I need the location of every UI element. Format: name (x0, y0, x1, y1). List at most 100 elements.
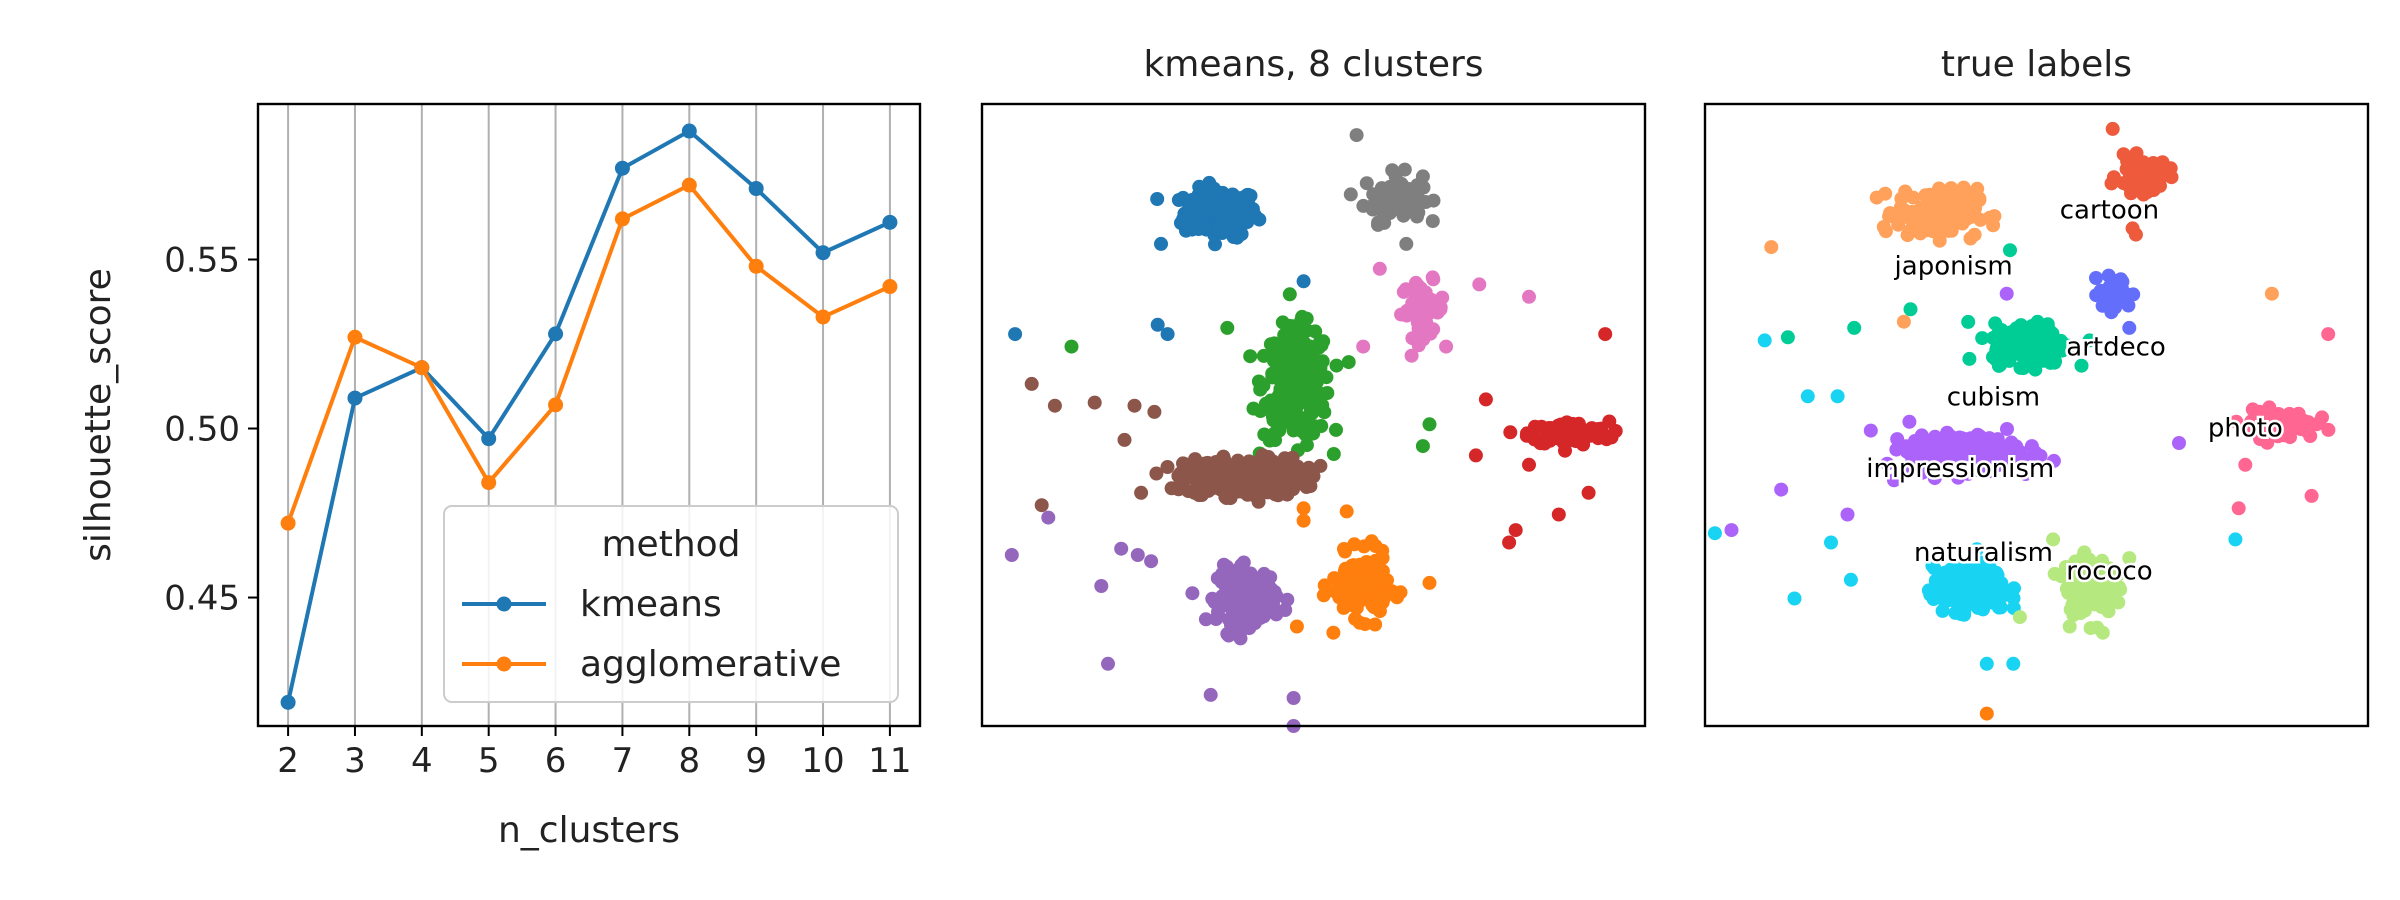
data-point (280, 694, 296, 710)
scatter-point (1707, 526, 1722, 541)
scatter-point (1233, 581, 1247, 596)
scatter-point (1160, 460, 1175, 474)
scatter-point (1240, 487, 1255, 502)
scatter-point (1757, 333, 1772, 348)
series-line-kmeans (286, 128, 891, 703)
scatter-point (1296, 513, 1311, 528)
scatter-point (1980, 454, 1995, 469)
scatter-point (1410, 186, 1425, 201)
scatter-point (1887, 473, 1901, 488)
scatter-point (1415, 439, 1430, 454)
scatter-point (1311, 367, 1326, 382)
scatter-point (1346, 585, 1361, 600)
scatter-point (1291, 362, 1306, 377)
scatter-point (1398, 306, 1413, 321)
panel-title: true labels (1941, 44, 2132, 85)
scatter-point (1941, 185, 1956, 200)
scatter-point (1558, 443, 1572, 458)
scatter-point (2120, 154, 2135, 169)
scatter-point (1348, 559, 1363, 573)
scatter-point (1958, 189, 1973, 204)
scatter-point (1962, 351, 1977, 366)
scatter-point (1414, 318, 1429, 332)
scatter-point (1281, 454, 1296, 469)
scatter-point (1230, 230, 1245, 245)
scatter-point (1134, 485, 1149, 500)
scatter-point (1296, 501, 1311, 516)
scatter-point (1269, 607, 1284, 622)
scatter-point (1581, 485, 1596, 500)
scatter-point (2003, 587, 2017, 602)
cluster-7 (1289, 501, 1437, 640)
scatter-point (2010, 448, 2025, 463)
scatter-point (1296, 274, 1311, 289)
scatter-point (1171, 482, 1186, 497)
scatter-point (2111, 567, 2126, 582)
x-tick-label: 2 (277, 741, 299, 781)
scatter-point (2003, 243, 2017, 258)
scatter-point (1979, 656, 1994, 671)
scatter-point (1147, 404, 1162, 419)
scatter-point (2067, 594, 2082, 609)
scatter-point (1932, 587, 1947, 602)
scatter-point (1408, 275, 1423, 290)
scatter-point (1127, 398, 1142, 413)
legend-entry-kmeans: kmeans (580, 584, 722, 625)
scatter-point (1878, 186, 1893, 201)
scatter-point (1925, 193, 1940, 208)
scatter-point (1764, 240, 1779, 255)
scatter-point (1024, 376, 1039, 391)
scatter-point (2128, 227, 2143, 242)
scatter-point (2089, 271, 2103, 285)
scatter-point (1224, 618, 1238, 633)
scatter-point (1537, 436, 1552, 451)
scatter-point (1892, 212, 1907, 227)
scatter-point (1940, 425, 1955, 440)
scatter-point (1843, 572, 1858, 587)
scatter-point (1387, 179, 1402, 194)
scatter-point (1357, 539, 1371, 554)
scatter-point (1236, 555, 1251, 570)
scatter-point (2112, 580, 2126, 595)
scatter-point (1981, 438, 1996, 453)
scatter-point (1935, 603, 1950, 618)
scatter-point (1349, 128, 1364, 143)
scatter-point (1962, 567, 1976, 582)
scatter-point (1094, 579, 1109, 593)
scatter-point (1221, 206, 1236, 221)
scatter-point (1154, 236, 1168, 251)
data-point (614, 160, 630, 176)
data-point (882, 279, 898, 295)
scatter-point (1286, 691, 1301, 705)
scatter-point (2066, 608, 2081, 623)
data-point (481, 431, 497, 447)
scatter-point (1950, 202, 1965, 217)
scatter-point (2046, 532, 2061, 547)
points-layer (1707, 121, 2336, 721)
scatter-point (1149, 466, 1164, 481)
scatter-point (1278, 374, 1293, 389)
panel-title: kmeans, 8 clusters (1143, 44, 1483, 85)
scatter-point (1982, 210, 1997, 225)
scatter-point (1927, 471, 1942, 486)
data-point (481, 475, 497, 491)
scatter-point (1334, 583, 1349, 598)
scatter-point (1724, 523, 1739, 538)
cluster-rococo (2012, 532, 2137, 640)
scatter-point (1922, 447, 1937, 462)
data-point (347, 390, 363, 406)
scatter-point (1368, 617, 1383, 632)
cluster-cubism (1780, 302, 2097, 377)
cluster-4 (1468, 327, 1623, 550)
scatter-point (2309, 417, 2324, 432)
scatter-point (1399, 236, 1414, 251)
cluster-2 (1356, 261, 1536, 363)
scatter-point (1522, 457, 1536, 472)
scatter-point (1130, 548, 1145, 562)
scatter-point (1160, 327, 1175, 342)
scatter-point (2122, 169, 2137, 184)
scatter-point (1034, 498, 1049, 513)
scatter-point (1994, 323, 2009, 337)
scatter-point (1422, 575, 1437, 590)
scatter-point (1991, 352, 2006, 367)
